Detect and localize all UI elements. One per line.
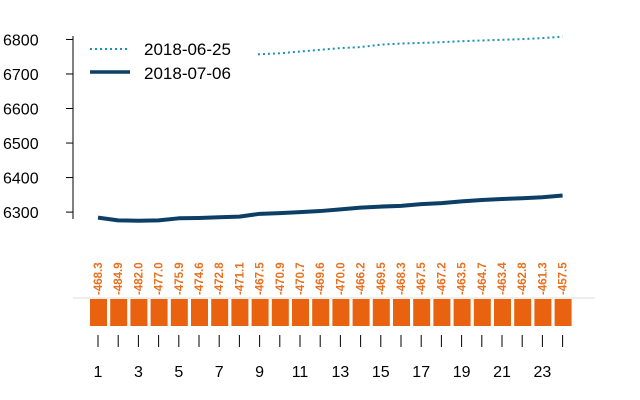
x-tick-label: 19	[453, 364, 471, 381]
legend-label-series-2: 2018-07-06	[144, 64, 231, 83]
x-tick-label: 7	[215, 364, 224, 381]
y-axis: 6300 6400 6500 6600 6700 6800	[3, 32, 73, 222]
x-tick-label: 5	[174, 364, 183, 381]
series-line-2	[97, 193, 563, 223]
difference-bar	[90, 299, 107, 326]
difference-label: -469.6	[315, 262, 327, 295]
y-tick-label: 6700	[3, 67, 39, 84]
difference-label: -484.9	[113, 262, 125, 295]
legend: 2018-06-25 2018-07-06	[86, 37, 256, 85]
y-tick-label: 6600	[3, 102, 39, 119]
difference-label: -468.3	[93, 262, 105, 295]
difference-label: -467.5	[416, 262, 428, 295]
difference-label: -470.0	[335, 262, 347, 295]
difference-label: -469.5	[376, 262, 388, 295]
x-axis: 1 3 5 7 9 11 13 15 17 19 21 23	[94, 335, 564, 381]
difference-label: -467.5	[255, 262, 267, 295]
difference-bar	[332, 299, 350, 326]
difference-label: -470.7	[295, 262, 307, 295]
x-tick-label: 17	[412, 364, 430, 381]
y-tick-label: 6500	[3, 136, 39, 153]
series-lines	[97, 35, 563, 223]
y-tick-label: 6800	[3, 32, 39, 49]
difference-bar	[170, 299, 188, 326]
difference-bar	[150, 299, 168, 326]
difference-bar	[292, 299, 309, 326]
difference-bar	[110, 299, 128, 326]
difference-label: -464.7	[477, 262, 489, 295]
difference-label: -466.2	[356, 262, 368, 295]
difference-label: -461.3	[537, 262, 549, 295]
x-tick-label: 1	[94, 364, 103, 381]
difference-bar	[352, 299, 370, 326]
difference-label: -463.5	[457, 262, 469, 295]
difference-bar	[211, 299, 229, 326]
difference-label: -468.3	[396, 262, 408, 295]
difference-label: -474.6	[194, 262, 206, 295]
difference-label: -467.2	[436, 262, 448, 295]
difference-label: -482.0	[133, 262, 145, 295]
difference-bar	[554, 299, 572, 326]
difference-label: -471.1	[234, 262, 246, 295]
x-tick-label: 9	[255, 364, 264, 381]
difference-bar	[231, 299, 249, 326]
x-tick-label: 13	[332, 364, 350, 381]
difference-bar	[372, 299, 390, 326]
y-tick-label: 6400	[3, 171, 39, 188]
difference-bar	[251, 299, 269, 326]
difference-bar	[130, 299, 148, 326]
difference-label: -475.9	[174, 262, 186, 295]
difference-bar	[413, 299, 431, 326]
y-tick-label: 6300	[3, 205, 39, 222]
difference-label: -462.8	[517, 262, 529, 295]
difference-bar	[534, 299, 552, 326]
difference-bar	[473, 299, 491, 326]
difference-bar	[494, 299, 511, 326]
difference-labels: -468.3 -484.9 -482.0 -477.0 -475.9 -474.6 -472…	[93, 262, 570, 295]
difference-label: -463.4	[497, 262, 509, 295]
difference-label: -470.9	[275, 262, 287, 295]
legend-label-series-1: 2018-06-25	[144, 40, 231, 59]
difference-label: -472.8	[214, 262, 226, 295]
x-tick-label: 15	[372, 364, 390, 381]
difference-bar	[453, 299, 471, 326]
x-tick-label: 23	[534, 364, 552, 381]
difference-bar	[433, 299, 451, 326]
x-tick-label: 21	[493, 364, 511, 381]
difference-bar	[271, 299, 289, 326]
difference-bar	[191, 299, 208, 326]
difference-label: -457.5	[558, 262, 570, 295]
difference-bar	[312, 299, 330, 326]
x-tick-label: 11	[292, 364, 309, 381]
difference-bar	[514, 299, 532, 326]
difference-bar	[393, 299, 410, 326]
legend-background	[86, 37, 256, 85]
difference-bars	[90, 299, 572, 326]
difference-label: -477.0	[154, 262, 166, 295]
x-tick-label: 3	[134, 364, 143, 381]
